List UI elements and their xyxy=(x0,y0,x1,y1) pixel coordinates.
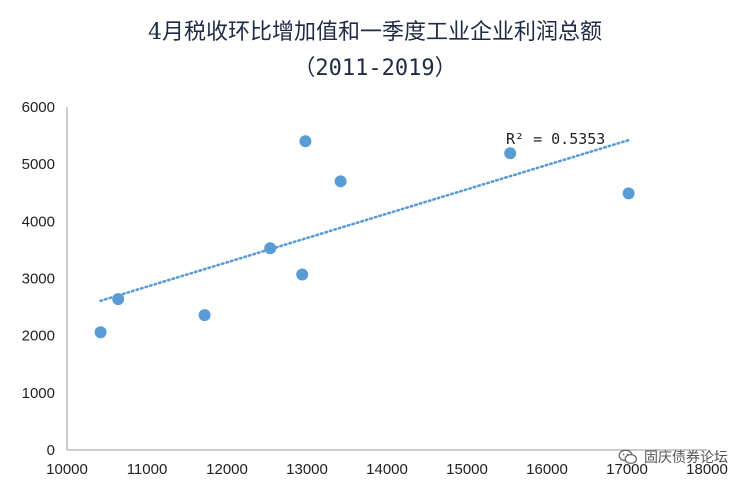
chart-title: 4月税收环比增加值和一季度工业企业利润总额 xyxy=(148,20,602,45)
data-point xyxy=(334,175,347,188)
wechat-icon xyxy=(618,449,638,465)
y-tick-label: 4000 xyxy=(22,213,55,230)
r2-label: R² = 0.5353 xyxy=(506,130,605,148)
chart-subtitle: （2011-2019） xyxy=(293,56,457,81)
x-tick-label: 16000 xyxy=(526,461,568,478)
x-tick-label: 18000 xyxy=(686,461,728,478)
y-tick-label: 1000 xyxy=(22,385,55,402)
data-point xyxy=(296,268,309,281)
data-points xyxy=(94,135,635,339)
data-point xyxy=(504,147,517,160)
data-point xyxy=(299,135,312,148)
y-tick-label: 6000 xyxy=(22,99,55,116)
watermark-text: 固庆债券论坛 xyxy=(644,450,728,466)
x-tick-label: 15000 xyxy=(446,461,488,478)
x-tick-label: 12000 xyxy=(206,461,248,478)
y-tick-label: 2000 xyxy=(22,328,55,345)
x-tick-label: 14000 xyxy=(366,461,408,478)
axes xyxy=(66,107,707,451)
data-point xyxy=(112,293,125,306)
trendline-group xyxy=(99,138,630,303)
y-axis-ticks: 0 1000 2000 3000 4000 5000 6000 xyxy=(22,99,55,459)
data-point xyxy=(198,309,211,322)
x-tick-label: 13000 xyxy=(286,461,328,478)
x-tick-label: 11000 xyxy=(127,461,168,478)
y-tick-label: 3000 xyxy=(22,271,55,288)
y-tick-label: 0 xyxy=(47,442,55,459)
y-tick-label: 5000 xyxy=(22,156,55,173)
watermark: 固庆债券论坛 xyxy=(618,447,728,467)
data-point xyxy=(622,187,635,200)
data-point xyxy=(94,326,107,339)
trendline xyxy=(99,138,630,303)
x-tick-label: 10000 xyxy=(46,461,88,478)
x-tick-label: 17000 xyxy=(606,461,648,478)
data-point xyxy=(264,242,277,255)
x-axis-ticks: 10000 11000 12000 13000 14000 15000 16000 17000… xyxy=(46,461,728,478)
